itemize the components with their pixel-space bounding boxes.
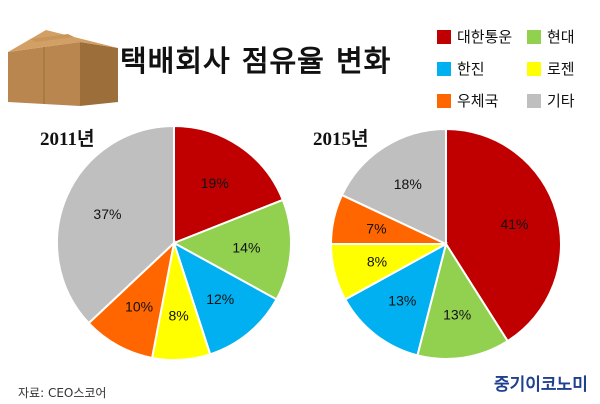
cardboard-box-image — [8, 30, 118, 106]
legend-item-other: 기타 — [527, 90, 575, 111]
legend-item-daehan: 대한통운 — [437, 26, 512, 47]
legend-swatch — [527, 61, 541, 76]
legend-swatch — [437, 29, 451, 44]
pie-title-2011: 2011년 — [40, 129, 95, 150]
pie-label-0-0: 19% — [201, 175, 229, 191]
pie-label-1-5: 18% — [394, 176, 422, 192]
legend-swatch — [437, 61, 451, 76]
pie-label-1-4: 7% — [366, 220, 386, 236]
legend-label: 현대 — [547, 28, 575, 46]
chart-title: 택배회사 점유율 변화 — [120, 44, 392, 78]
pie-slice-0-4 — [87, 240, 176, 360]
legend-item-hyundai: 현대 — [527, 26, 575, 47]
legend-label: 대한통운 — [457, 28, 513, 46]
legend-item-logen: 로젠 — [527, 58, 575, 79]
legend-swatch — [527, 29, 541, 44]
pie-label-1-2: 13% — [388, 292, 416, 308]
pie-label-1-0: 41% — [500, 216, 528, 232]
pie-label-1-1: 13% — [443, 306, 471, 322]
legend-swatch — [437, 93, 451, 108]
pie-slice-1-2 — [343, 242, 448, 357]
legend-label: 기타 — [547, 92, 575, 110]
pie-slice-0-5 — [56, 124, 175, 325]
pie-slice-1-5 — [340, 127, 447, 246]
legend-swatch — [527, 93, 541, 108]
legend-label: 로젠 — [547, 60, 575, 78]
legend: 대한통운 현대 한진 로젠 우체국 기타 — [437, 26, 599, 116]
source-note: 자료: CEO스코어 — [18, 386, 107, 400]
pie-label-0-2: 12% — [206, 291, 234, 307]
legend-label: 우체국 — [457, 92, 499, 110]
pie-label-0-5: 37% — [93, 206, 121, 222]
pie-label-0-4: 10% — [125, 299, 153, 315]
pie-label-0-1: 14% — [232, 240, 260, 256]
pie-title-2015: 2015년 — [313, 129, 369, 150]
legend-item-hanjin: 한진 — [437, 58, 485, 79]
pie-slice-0-1 — [171, 198, 292, 301]
pie-slice-0-2 — [172, 240, 278, 356]
legend-item-post: 우체국 — [437, 90, 498, 111]
legend-label: 한진 — [457, 60, 485, 78]
pie-label-1-3: 8% — [367, 254, 387, 270]
brand-logo: 중기이코노미 — [494, 375, 588, 395]
pie-label-0-3: 8% — [168, 307, 188, 323]
pie-slice-1-1 — [416, 241, 510, 360]
pie-slice-0-0 — [173, 124, 285, 245]
